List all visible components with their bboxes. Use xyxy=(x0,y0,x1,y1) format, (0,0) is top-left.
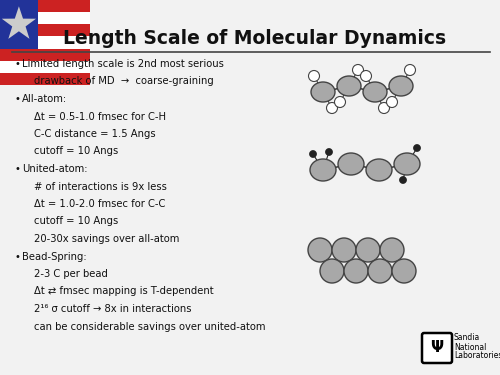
Bar xyxy=(0,24,90,36)
Text: •: • xyxy=(14,59,20,69)
Text: Δt = 0.5-1.0 fmsec for C-H: Δt = 0.5-1.0 fmsec for C-H xyxy=(34,111,166,122)
Text: drawback of MD  →  coarse-graining: drawback of MD → coarse-graining xyxy=(34,76,214,87)
Text: United-atom:: United-atom: xyxy=(22,164,88,174)
Circle shape xyxy=(320,259,344,283)
Circle shape xyxy=(378,102,390,114)
Text: Ψ: Ψ xyxy=(430,339,444,354)
Text: 2¹⁶ σ cutoff → 8x in interactions: 2¹⁶ σ cutoff → 8x in interactions xyxy=(34,304,192,314)
Bar xyxy=(0,0,38,49)
Text: # of interactions is 9x less: # of interactions is 9x less xyxy=(34,182,167,192)
Text: Laboratories: Laboratories xyxy=(454,351,500,360)
Text: Sandia: Sandia xyxy=(454,333,480,342)
Text: cutoff = 10 Angs: cutoff = 10 Angs xyxy=(34,216,118,226)
Ellipse shape xyxy=(366,159,392,181)
Bar xyxy=(0,49,90,61)
Text: cutoff = 10 Angs: cutoff = 10 Angs xyxy=(34,147,118,156)
Circle shape xyxy=(400,177,406,183)
Bar xyxy=(0,0,90,12)
Circle shape xyxy=(414,144,420,152)
Circle shape xyxy=(352,64,364,75)
Ellipse shape xyxy=(337,76,361,96)
Text: National: National xyxy=(454,344,486,352)
Circle shape xyxy=(344,259,368,283)
Circle shape xyxy=(308,238,332,262)
Circle shape xyxy=(386,96,398,108)
Text: Δt ⇄ fmsec mapping is T-dependent: Δt ⇄ fmsec mapping is T-dependent xyxy=(34,286,214,297)
Circle shape xyxy=(356,238,380,262)
Text: •: • xyxy=(14,164,20,174)
Ellipse shape xyxy=(394,153,420,175)
Circle shape xyxy=(368,259,392,283)
Circle shape xyxy=(360,70,372,81)
Text: Bead-Spring:: Bead-Spring: xyxy=(22,252,86,261)
Ellipse shape xyxy=(310,159,336,181)
Circle shape xyxy=(310,150,316,158)
Circle shape xyxy=(326,148,332,156)
Circle shape xyxy=(326,102,338,114)
Text: •: • xyxy=(14,94,20,104)
Text: 2-3 C per bead: 2-3 C per bead xyxy=(34,269,108,279)
Text: Limited length scale is 2nd most serious: Limited length scale is 2nd most serious xyxy=(22,59,224,69)
FancyBboxPatch shape xyxy=(422,333,452,363)
Polygon shape xyxy=(2,6,36,39)
Bar xyxy=(0,12,90,24)
Ellipse shape xyxy=(363,82,387,102)
Bar xyxy=(0,61,90,73)
Text: •: • xyxy=(14,252,20,261)
Text: 20-30x savings over all-atom: 20-30x savings over all-atom xyxy=(34,234,180,244)
Circle shape xyxy=(334,96,345,108)
Text: Δt = 1.0-2.0 fmsec for C-C: Δt = 1.0-2.0 fmsec for C-C xyxy=(34,199,166,209)
Text: can be considerable savings over united-atom: can be considerable savings over united-… xyxy=(34,321,266,332)
Bar xyxy=(0,73,90,85)
Circle shape xyxy=(332,238,356,262)
Ellipse shape xyxy=(389,76,413,96)
Text: Length Scale of Molecular Dynamics: Length Scale of Molecular Dynamics xyxy=(64,28,446,48)
Text: C-C distance = 1.5 Angs: C-C distance = 1.5 Angs xyxy=(34,129,156,139)
Bar xyxy=(0,36,90,49)
Ellipse shape xyxy=(338,153,364,175)
Circle shape xyxy=(380,238,404,262)
Text: All-atom:: All-atom: xyxy=(22,94,67,104)
Circle shape xyxy=(308,70,320,81)
Ellipse shape xyxy=(311,82,335,102)
Circle shape xyxy=(404,64,415,75)
Circle shape xyxy=(392,259,416,283)
